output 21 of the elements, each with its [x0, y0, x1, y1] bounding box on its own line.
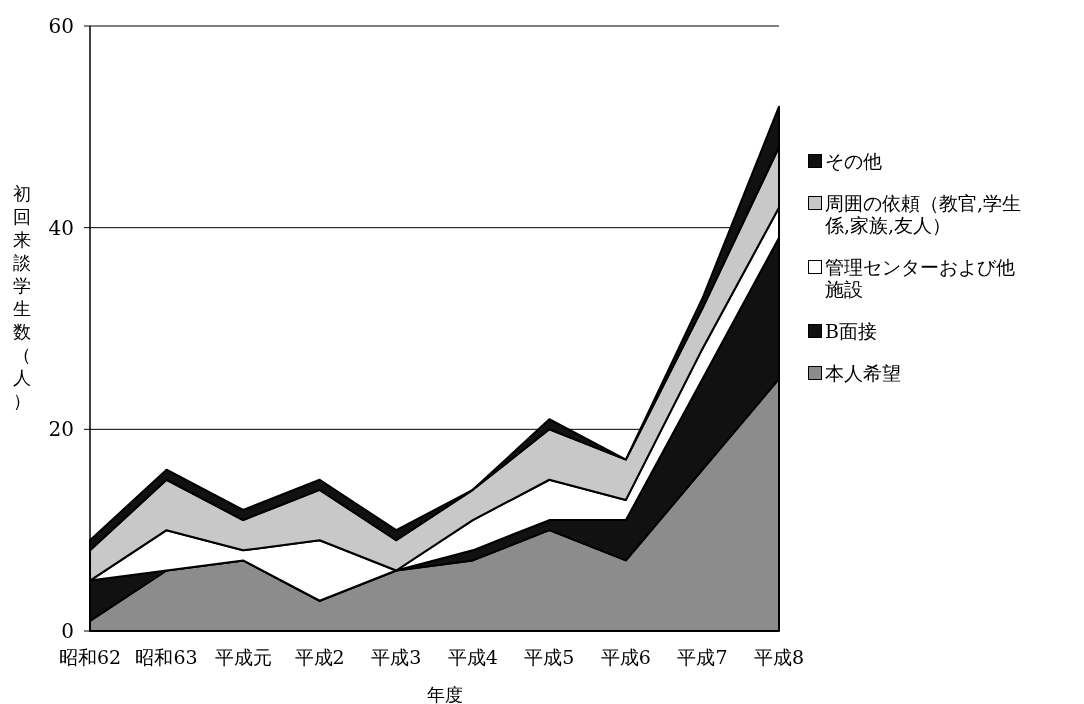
text: 初回来談学生数（人） — [13, 183, 31, 411]
x-tick-label: 平成4 — [447, 646, 498, 668]
x-tick-label: 平成元 — [214, 646, 272, 668]
legend-label: 本人希望 — [825, 362, 901, 384]
x-tick-label: 平成8 — [753, 646, 805, 668]
y-tick-label: 60 — [48, 14, 74, 38]
y-tick-label: 20 — [48, 417, 74, 442]
legend-label: B面接 — [825, 320, 877, 342]
x-tick-label: 平成2 — [294, 646, 345, 668]
x-tick-label: 平成6 — [600, 646, 651, 668]
x-tick-label: 昭和62 — [58, 646, 122, 668]
x-tick-label: 平成5 — [524, 646, 575, 668]
x-tick-label: 平成7 — [677, 646, 728, 668]
y-tick-label: 40 — [48, 215, 74, 240]
x-tick-label: 昭和63 — [135, 646, 198, 668]
legend-label: 周囲の依頼（教官,学生係,家族,友人） — [825, 192, 1023, 236]
y-tick-label: 0 — [61, 619, 74, 643]
legend-label: その他 — [825, 150, 882, 172]
legend-label: 管理センターおよび他施設 — [825, 256, 1016, 300]
x-tick-label: 平成3 — [371, 646, 422, 668]
x-axis-title: 年度 — [426, 684, 463, 704]
